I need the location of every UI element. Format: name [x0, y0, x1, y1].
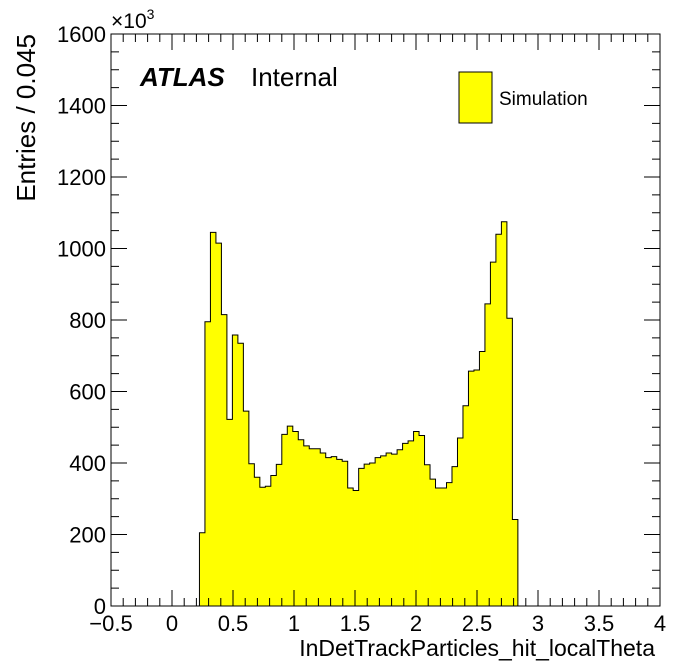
- histogram-bar: [468, 371, 475, 606]
- histogram-bar: [380, 455, 387, 606]
- histogram-bar: [331, 456, 338, 606]
- x-axis-label: InDetTrackParticles_hit_localTheta: [299, 635, 655, 661]
- x-tick-label: 1: [288, 611, 300, 636]
- histogram-bar: [199, 532, 206, 606]
- y-axis-label: Entries / 0.045: [11, 34, 41, 202]
- histogram-bar: [232, 335, 239, 606]
- histogram-bar: [391, 454, 398, 606]
- y-tick-label: 1000: [57, 237, 106, 262]
- histogram-bar: [287, 426, 294, 606]
- histogram-bar: [259, 487, 266, 606]
- histogram-bar: [408, 440, 414, 606]
- histogram-bar: [424, 464, 431, 606]
- y-tick-label: 800: [69, 308, 106, 333]
- histogram-bar: [490, 262, 497, 606]
- histogram-bar: [347, 488, 354, 606]
- legend-swatch: [458, 71, 493, 124]
- x-tick-label: 2: [410, 611, 422, 636]
- histogram-bar: [221, 314, 228, 606]
- histogram-bar: [435, 488, 442, 606]
- histogram-bar: [419, 435, 425, 606]
- histogram-bar: [265, 486, 272, 606]
- histogram-bar: [495, 234, 502, 606]
- histogram-bar: [457, 437, 464, 606]
- y-axis-multiplier: ×103: [111, 6, 155, 33]
- histogram-bar: [314, 448, 321, 606]
- y-tick-label: 600: [69, 380, 106, 405]
- histogram-bar: [325, 457, 332, 606]
- x-tick-label: 3: [532, 611, 544, 636]
- histogram-bar: [512, 519, 519, 606]
- x-tick-label: 1.5: [340, 611, 371, 636]
- histogram-bar: [226, 419, 233, 606]
- histogram-bar: [237, 343, 244, 606]
- histogram-bar: [210, 232, 217, 606]
- histogram-outline: [198, 221, 519, 606]
- histogram-bars: [198, 221, 519, 606]
- histogram-bar: [479, 351, 486, 606]
- histogram-bar: [413, 431, 420, 606]
- y-tick-label: 0: [94, 594, 106, 619]
- histogram-bar: [270, 475, 277, 606]
- histogram-bar: [336, 459, 343, 606]
- y-tick-label: 200: [69, 523, 106, 548]
- y-tick-label: 1400: [57, 94, 106, 119]
- histogram-bar: [397, 449, 403, 606]
- histogram-bar: [248, 463, 255, 606]
- histogram-bar: [298, 439, 305, 606]
- histogram-bar: [451, 466, 458, 606]
- histogram-bar: [254, 477, 261, 606]
- histogram-bar: [215, 243, 222, 606]
- histogram-bar: [369, 463, 376, 606]
- atlas-status: Internal: [251, 62, 338, 92]
- histogram-bar: [441, 488, 447, 606]
- histogram-bar: [358, 468, 365, 606]
- y-tick-label: 1600: [57, 22, 106, 47]
- histogram-bar: [281, 434, 288, 606]
- histogram-bar: [353, 490, 360, 606]
- histogram-bar: [364, 464, 371, 606]
- histogram-bar: [462, 405, 469, 606]
- histogram-bar: [320, 452, 327, 606]
- histogram-bar: [204, 321, 211, 606]
- histogram-bar: [276, 464, 283, 606]
- y-tick-label: 1200: [57, 165, 106, 190]
- histogram-bar: [506, 318, 513, 606]
- histogram-bar: [446, 482, 453, 606]
- histogram-bar: [430, 479, 436, 606]
- axis-ticks: [110, 33, 661, 607]
- x-tick-label: 3.5: [584, 611, 615, 636]
- histogram-bar: [303, 445, 310, 606]
- legend-label: Simulation: [499, 89, 588, 110]
- histogram-bar: [484, 303, 491, 606]
- histogram-bar: [473, 370, 480, 606]
- y-tick-label: 400: [69, 451, 106, 476]
- histogram-bar: [501, 221, 508, 606]
- atlas-label: ATLAS: [139, 62, 225, 92]
- histogram-bar: [375, 457, 382, 606]
- histogram-bar: [402, 443, 409, 606]
- histogram-bar: [309, 448, 316, 606]
- histogram-bar: [243, 411, 250, 606]
- x-tick-label: −0.5: [89, 611, 132, 636]
- tick-labels: −0.5 0 0.5 1 1.5 2 2.5 3 3.5 40200400600800100012…: [57, 22, 666, 636]
- x-tick-label: 0.5: [218, 611, 249, 636]
- x-tick-label: 4: [654, 611, 666, 636]
- x-tick-label: 2.5: [462, 611, 493, 636]
- histogram-bar: [386, 452, 392, 606]
- histogram-bar: [292, 431, 299, 606]
- x-tick-label: 0: [166, 611, 178, 636]
- histogram-bar: [342, 461, 349, 606]
